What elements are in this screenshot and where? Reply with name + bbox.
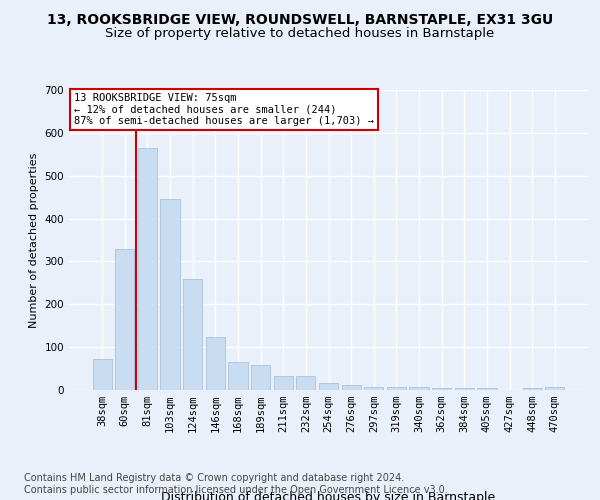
Bar <box>206 338 225 390</box>
Bar <box>115 248 134 390</box>
Bar <box>523 388 542 390</box>
Bar <box>138 148 157 390</box>
Text: 13 ROOKSBRIDGE VIEW: 75sqm
← 12% of detached houses are smaller (244)
87% of sem: 13 ROOKSBRIDGE VIEW: 75sqm ← 12% of deta… <box>74 93 374 126</box>
Bar <box>183 278 202 390</box>
Bar <box>364 387 383 390</box>
Text: Size of property relative to detached houses in Barnstaple: Size of property relative to detached ho… <box>106 28 494 40</box>
Bar <box>477 388 497 390</box>
Y-axis label: Number of detached properties: Number of detached properties <box>29 152 39 328</box>
Bar <box>432 388 451 390</box>
Bar <box>545 388 565 390</box>
Text: Contains HM Land Registry data © Crown copyright and database right 2024.
Contai: Contains HM Land Registry data © Crown c… <box>24 474 448 495</box>
Bar <box>455 388 474 390</box>
Text: 13, ROOKSBRIDGE VIEW, ROUNDSWELL, BARNSTAPLE, EX31 3GU: 13, ROOKSBRIDGE VIEW, ROUNDSWELL, BARNST… <box>47 12 553 26</box>
Bar <box>229 362 248 390</box>
Bar <box>160 200 180 390</box>
Bar <box>274 376 293 390</box>
Bar <box>409 388 428 390</box>
Bar <box>92 359 112 390</box>
Bar <box>296 376 316 390</box>
Bar <box>319 383 338 390</box>
Bar <box>341 386 361 390</box>
Bar <box>251 365 270 390</box>
Bar <box>387 388 406 390</box>
X-axis label: Distribution of detached houses by size in Barnstaple: Distribution of detached houses by size … <box>161 490 496 500</box>
